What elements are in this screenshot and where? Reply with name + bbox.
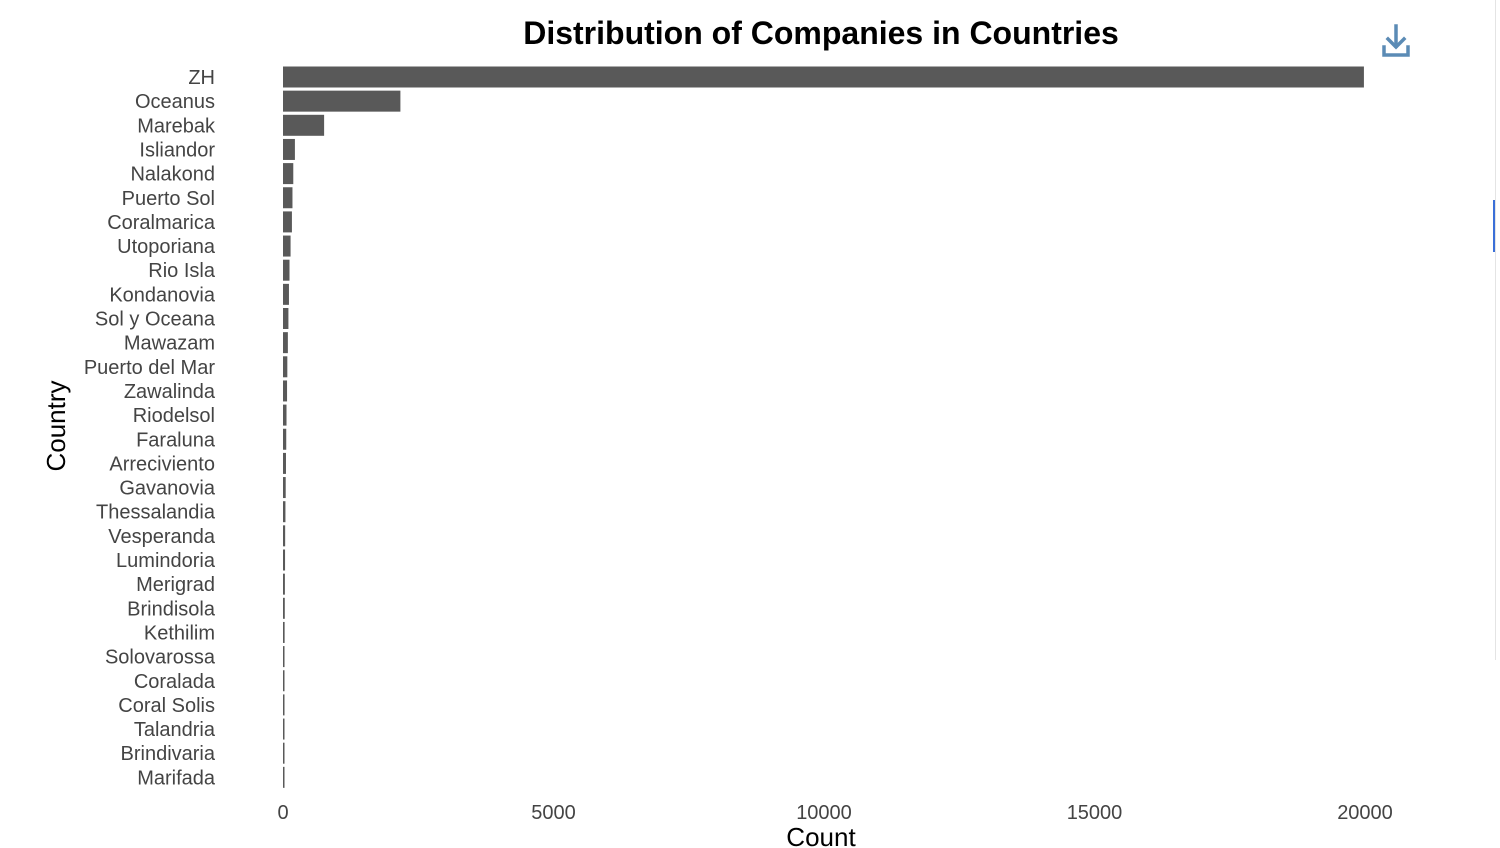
bar[interactable] bbox=[283, 597, 285, 619]
bar[interactable] bbox=[283, 211, 292, 233]
y-tick-label: Puerto del Mar bbox=[84, 357, 216, 379]
y-tick-label: Nalakond bbox=[130, 164, 215, 186]
y-tick-label: Brindivaria bbox=[121, 743, 216, 765]
bar[interactable] bbox=[283, 646, 285, 668]
y-tick-label: Coralmarica bbox=[107, 212, 216, 234]
y-tick-label: Brindisola bbox=[127, 598, 216, 620]
y-tick-label: Puerto Sol bbox=[122, 188, 215, 210]
y-tick-label: Gavanovia bbox=[119, 478, 215, 500]
y-tick-label: Faraluna bbox=[136, 429, 216, 451]
y-tick-label: Mawazam bbox=[124, 333, 215, 355]
y-tick-label: Marebak bbox=[137, 115, 216, 137]
x-tick-label: 15000 bbox=[1067, 802, 1123, 824]
x-tick-label: 10000 bbox=[796, 802, 852, 824]
y-tick-label: Oceanus bbox=[135, 91, 215, 113]
bars bbox=[283, 66, 1364, 788]
bar[interactable] bbox=[283, 356, 288, 378]
x-tick-label: 20000 bbox=[1337, 802, 1393, 824]
y-tick-label: Thessalandia bbox=[96, 502, 216, 524]
bar[interactable] bbox=[283, 114, 325, 136]
bar[interactable] bbox=[283, 404, 287, 426]
bar[interactable] bbox=[283, 283, 289, 305]
bar[interactable] bbox=[283, 66, 1364, 88]
bar[interactable] bbox=[283, 332, 288, 354]
y-tick-label: Marifada bbox=[137, 767, 216, 789]
bar[interactable] bbox=[283, 428, 287, 450]
bar[interactable] bbox=[283, 259, 290, 281]
y-tick-label: Lumindoria bbox=[116, 550, 216, 572]
scrollbar-thumb[interactable] bbox=[1493, 200, 1495, 252]
bar[interactable] bbox=[283, 452, 286, 474]
x-tick-label: 0 bbox=[277, 802, 288, 824]
bar[interactable] bbox=[283, 187, 293, 209]
bar[interactable] bbox=[283, 718, 285, 740]
x-tick-label: 5000 bbox=[531, 802, 576, 824]
panel-edge bbox=[1495, 0, 1496, 660]
y-tick-label: ZH bbox=[188, 67, 215, 89]
x-axis-title: Count bbox=[786, 822, 856, 848]
bar[interactable] bbox=[283, 670, 285, 692]
bar[interactable] bbox=[283, 477, 286, 499]
y-tick-label: Sol y Oceana bbox=[95, 309, 216, 331]
y-tick-label: Coralada bbox=[134, 671, 216, 693]
y-tick-label: Zawalinda bbox=[124, 381, 216, 403]
download-button[interactable] bbox=[1378, 22, 1414, 62]
y-tick-label: Utoporiana bbox=[117, 236, 216, 258]
y-tick-label: Riodelsol bbox=[133, 405, 215, 427]
y-tick-label: Talandria bbox=[134, 719, 216, 741]
bar[interactable] bbox=[283, 573, 285, 595]
bar[interactable] bbox=[283, 766, 285, 788]
y-tick-label: Solovarossa bbox=[105, 647, 216, 669]
bar[interactable] bbox=[283, 621, 285, 643]
y-tick-label: Rio Isla bbox=[148, 260, 216, 282]
bar[interactable] bbox=[283, 90, 401, 112]
bar[interactable] bbox=[283, 235, 291, 257]
bar[interactable] bbox=[283, 549, 286, 571]
y-tick-label: Kondanovia bbox=[109, 284, 216, 306]
x-axis-ticks: 0 5000 10000 15000 20000 bbox=[277, 802, 1392, 824]
bar[interactable] bbox=[283, 694, 285, 716]
y-tick-label: Isliandor bbox=[139, 139, 215, 161]
bar[interactable] bbox=[283, 308, 289, 329]
bar[interactable] bbox=[283, 501, 286, 523]
y-axis-labels: ZHOceanusMarebakIsliandorNalakondPuerto … bbox=[84, 67, 216, 789]
y-tick-label: Vesperanda bbox=[108, 526, 216, 548]
bar[interactable] bbox=[283, 742, 285, 764]
y-tick-label: Arreciviento bbox=[109, 453, 215, 475]
y-tick-label: Kethilim bbox=[144, 622, 215, 644]
y-tick-label: Merigrad bbox=[136, 574, 215, 596]
y-axis-title: Country bbox=[41, 380, 71, 471]
bar[interactable] bbox=[283, 163, 294, 185]
bar[interactable] bbox=[283, 525, 286, 547]
chart-title: Distribution of Companies in Countries bbox=[523, 15, 1119, 51]
y-tick-label: Coral Solis bbox=[118, 695, 215, 717]
bar[interactable] bbox=[283, 138, 295, 160]
bar[interactable] bbox=[283, 380, 288, 402]
download-icon bbox=[1382, 24, 1410, 57]
